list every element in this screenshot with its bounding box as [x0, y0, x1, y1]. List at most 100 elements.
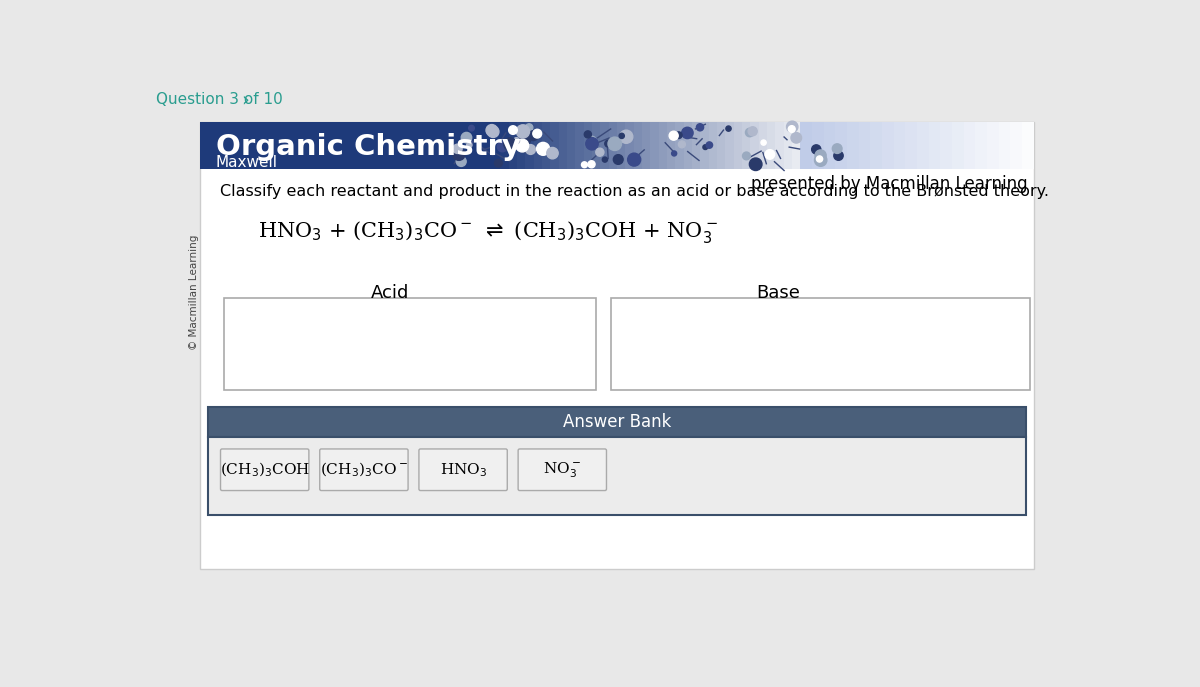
Bar [905, 122, 918, 169]
Bar [208, 437, 1026, 515]
Bar [763, 122, 774, 169]
Bar [221, 122, 233, 169]
Bar [554, 122, 565, 169]
Bar [242, 122, 253, 169]
Text: © Macmillan Learning: © Macmillan Learning [190, 234, 199, 350]
Bar [792, 122, 802, 169]
Bar [701, 122, 709, 169]
Bar [642, 122, 652, 169]
Bar [670, 122, 680, 169]
Bar [815, 122, 826, 169]
Circle shape [528, 131, 539, 141]
Text: (CH$_3$)$_3$COH: (CH$_3$)$_3$COH [220, 460, 310, 479]
Bar [1024, 122, 1034, 169]
Text: Acid: Acid [371, 284, 409, 302]
Bar [565, 122, 576, 169]
Circle shape [584, 131, 592, 138]
Bar [732, 122, 743, 169]
Text: Answer Bank: Answer Bank [563, 413, 671, 431]
Bar [200, 122, 659, 169]
Bar [992, 122, 1003, 169]
Circle shape [514, 137, 520, 144]
Bar [208, 407, 1026, 437]
Circle shape [703, 145, 708, 150]
Bar [775, 122, 785, 169]
Bar [430, 122, 440, 169]
Circle shape [811, 145, 821, 154]
Text: presented by Macmillan Learning: presented by Macmillan Learning [751, 174, 1027, 193]
Bar [634, 122, 643, 169]
Bar [733, 122, 743, 169]
Bar [784, 122, 793, 169]
Bar [784, 122, 794, 169]
Bar [551, 122, 559, 169]
Bar [667, 122, 676, 169]
Bar [758, 122, 768, 169]
Text: HNO$_3$ + (CH$_3$)$_3$CO$^-$ $\rightleftharpoons$ (CH$_3$)$_3$COH + NO$_3^-$: HNO$_3$ + (CH$_3$)$_3$CO$^-$ $\rightleft… [258, 218, 719, 245]
Circle shape [670, 131, 678, 140]
Circle shape [582, 161, 588, 168]
Text: ›: › [241, 90, 250, 109]
Bar [767, 122, 776, 169]
Bar [575, 122, 587, 169]
Bar [710, 122, 722, 169]
Bar [223, 298, 595, 390]
Circle shape [452, 148, 464, 160]
Bar [617, 122, 628, 169]
Bar [367, 122, 378, 169]
Bar [823, 122, 836, 169]
Bar [575, 122, 584, 169]
Bar [1002, 122, 1014, 169]
Circle shape [766, 150, 775, 159]
Bar [716, 122, 726, 169]
Circle shape [682, 127, 694, 139]
Circle shape [605, 140, 612, 147]
Bar [676, 122, 684, 169]
Bar [583, 122, 593, 169]
Bar [263, 122, 274, 169]
Bar [492, 122, 503, 169]
Bar [440, 122, 451, 169]
Bar [773, 122, 785, 169]
Circle shape [467, 142, 472, 148]
Bar [211, 122, 222, 169]
Bar [608, 122, 618, 169]
Circle shape [745, 128, 754, 137]
Bar [559, 122, 568, 169]
Circle shape [595, 148, 604, 156]
Bar [600, 122, 610, 169]
Circle shape [494, 159, 503, 167]
Bar [866, 122, 878, 169]
Bar [419, 122, 431, 169]
Bar [877, 122, 888, 169]
Circle shape [526, 124, 533, 131]
Bar [847, 122, 859, 169]
Bar [461, 122, 472, 169]
Bar [492, 122, 502, 169]
Circle shape [791, 133, 802, 143]
Bar [894, 122, 906, 169]
Bar [200, 122, 1033, 569]
Circle shape [588, 161, 595, 168]
Bar [888, 122, 899, 169]
Bar [566, 122, 576, 169]
Text: HNO$_3$: HNO$_3$ [439, 461, 487, 479]
Bar [998, 122, 1010, 169]
Bar [835, 122, 847, 169]
Bar [976, 122, 988, 169]
Bar [509, 122, 517, 169]
Circle shape [748, 127, 757, 136]
Bar [908, 122, 919, 169]
Bar [592, 122, 601, 169]
Circle shape [815, 150, 826, 161]
Text: Base: Base [756, 284, 799, 302]
Bar [542, 122, 551, 169]
Bar [252, 122, 264, 169]
Bar [517, 122, 526, 169]
Bar [388, 122, 400, 169]
Bar [274, 122, 284, 169]
Bar [503, 122, 514, 169]
Bar [809, 122, 817, 169]
Bar [1013, 122, 1024, 169]
Circle shape [520, 133, 532, 145]
